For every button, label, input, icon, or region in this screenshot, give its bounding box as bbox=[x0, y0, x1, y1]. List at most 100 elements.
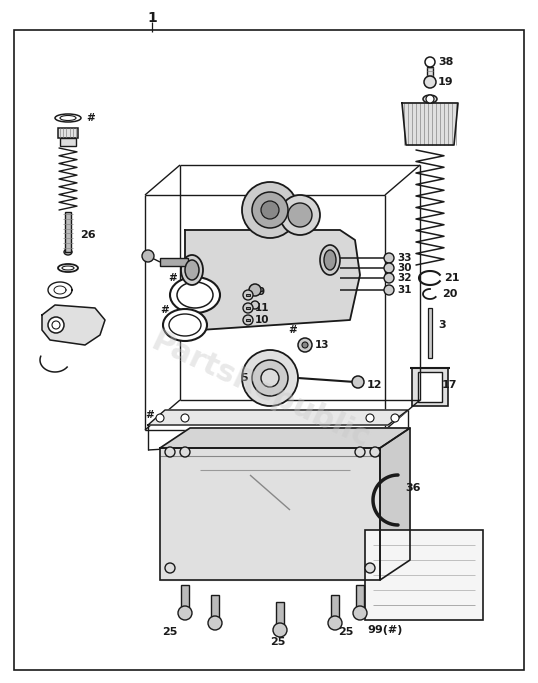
Text: #: # bbox=[288, 325, 297, 335]
Bar bbox=[276, 602, 284, 630]
Bar bbox=[65, 212, 71, 252]
Circle shape bbox=[328, 616, 342, 630]
Circle shape bbox=[302, 342, 308, 348]
Text: 1: 1 bbox=[147, 11, 157, 25]
Ellipse shape bbox=[62, 266, 74, 270]
Circle shape bbox=[242, 350, 298, 406]
Text: 33: 33 bbox=[397, 253, 412, 263]
Ellipse shape bbox=[169, 314, 201, 336]
Polygon shape bbox=[402, 103, 458, 145]
Circle shape bbox=[165, 563, 175, 573]
Text: 5: 5 bbox=[240, 373, 247, 383]
Circle shape bbox=[165, 447, 175, 457]
Bar bbox=[246, 319, 250, 321]
Circle shape bbox=[251, 301, 259, 309]
Bar bbox=[418, 372, 442, 402]
Circle shape bbox=[273, 623, 287, 637]
Ellipse shape bbox=[170, 277, 220, 313]
Circle shape bbox=[384, 273, 394, 283]
Polygon shape bbox=[160, 428, 410, 448]
Text: 13: 13 bbox=[315, 340, 329, 350]
Ellipse shape bbox=[320, 245, 340, 275]
Text: PartsRepublic: PartsRepublic bbox=[146, 326, 374, 454]
Ellipse shape bbox=[177, 282, 213, 308]
Circle shape bbox=[365, 563, 375, 573]
Circle shape bbox=[384, 285, 394, 295]
Circle shape bbox=[208, 616, 222, 630]
Ellipse shape bbox=[60, 115, 76, 120]
Circle shape bbox=[355, 447, 365, 457]
Circle shape bbox=[242, 182, 298, 238]
Text: 99(#): 99(#) bbox=[367, 625, 402, 635]
Ellipse shape bbox=[58, 264, 78, 272]
Ellipse shape bbox=[181, 255, 203, 285]
Circle shape bbox=[48, 317, 64, 333]
Ellipse shape bbox=[185, 260, 199, 280]
Circle shape bbox=[243, 315, 253, 325]
Polygon shape bbox=[185, 230, 360, 330]
Text: 30: 30 bbox=[397, 263, 412, 273]
Circle shape bbox=[252, 192, 288, 228]
Text: 20: 20 bbox=[442, 289, 457, 299]
Circle shape bbox=[181, 414, 189, 422]
Text: 36: 36 bbox=[405, 483, 421, 493]
Circle shape bbox=[391, 414, 399, 422]
Circle shape bbox=[366, 414, 374, 422]
Circle shape bbox=[384, 263, 394, 273]
Circle shape bbox=[288, 203, 312, 227]
Circle shape bbox=[298, 338, 312, 352]
Text: 38: 38 bbox=[438, 57, 454, 67]
Polygon shape bbox=[42, 305, 105, 345]
Circle shape bbox=[370, 447, 380, 457]
Text: 17: 17 bbox=[442, 380, 457, 390]
Text: #: # bbox=[145, 410, 154, 420]
Circle shape bbox=[178, 606, 192, 620]
Circle shape bbox=[156, 414, 164, 422]
Bar bbox=[58, 128, 78, 138]
Text: 25: 25 bbox=[162, 627, 178, 637]
Circle shape bbox=[353, 606, 367, 620]
Text: 10: 10 bbox=[255, 315, 270, 325]
Ellipse shape bbox=[163, 309, 207, 341]
Circle shape bbox=[280, 195, 320, 235]
Circle shape bbox=[243, 290, 253, 300]
Bar bbox=[427, 67, 433, 79]
Bar bbox=[365, 530, 483, 620]
Text: 32: 32 bbox=[397, 273, 412, 283]
Ellipse shape bbox=[64, 249, 72, 255]
Polygon shape bbox=[380, 428, 410, 580]
Bar bbox=[160, 258, 188, 266]
Ellipse shape bbox=[423, 95, 437, 103]
Bar bbox=[246, 294, 250, 296]
Circle shape bbox=[384, 253, 394, 263]
Text: 26: 26 bbox=[80, 230, 96, 240]
Text: 25: 25 bbox=[270, 637, 285, 647]
Circle shape bbox=[424, 76, 436, 88]
Ellipse shape bbox=[324, 250, 336, 270]
Circle shape bbox=[425, 57, 435, 67]
Bar bbox=[181, 585, 189, 613]
Text: 25: 25 bbox=[338, 627, 353, 637]
Text: 11: 11 bbox=[255, 303, 270, 313]
Circle shape bbox=[261, 201, 279, 219]
Bar bbox=[428, 308, 432, 358]
Circle shape bbox=[249, 284, 261, 296]
Text: 31: 31 bbox=[397, 285, 412, 295]
Circle shape bbox=[252, 360, 288, 396]
Ellipse shape bbox=[55, 114, 81, 122]
Text: #: # bbox=[168, 273, 177, 283]
Circle shape bbox=[243, 303, 253, 313]
Bar bbox=[211, 595, 219, 623]
Text: #: # bbox=[160, 305, 169, 315]
Text: 21: 21 bbox=[444, 273, 459, 283]
Bar bbox=[331, 595, 339, 623]
Bar bbox=[356, 585, 364, 613]
Text: #: # bbox=[86, 113, 95, 123]
Circle shape bbox=[261, 369, 279, 387]
Circle shape bbox=[180, 447, 190, 457]
Polygon shape bbox=[148, 410, 408, 425]
Circle shape bbox=[52, 321, 60, 329]
Circle shape bbox=[426, 95, 434, 103]
Bar bbox=[412, 368, 448, 406]
Text: 19: 19 bbox=[438, 77, 454, 87]
